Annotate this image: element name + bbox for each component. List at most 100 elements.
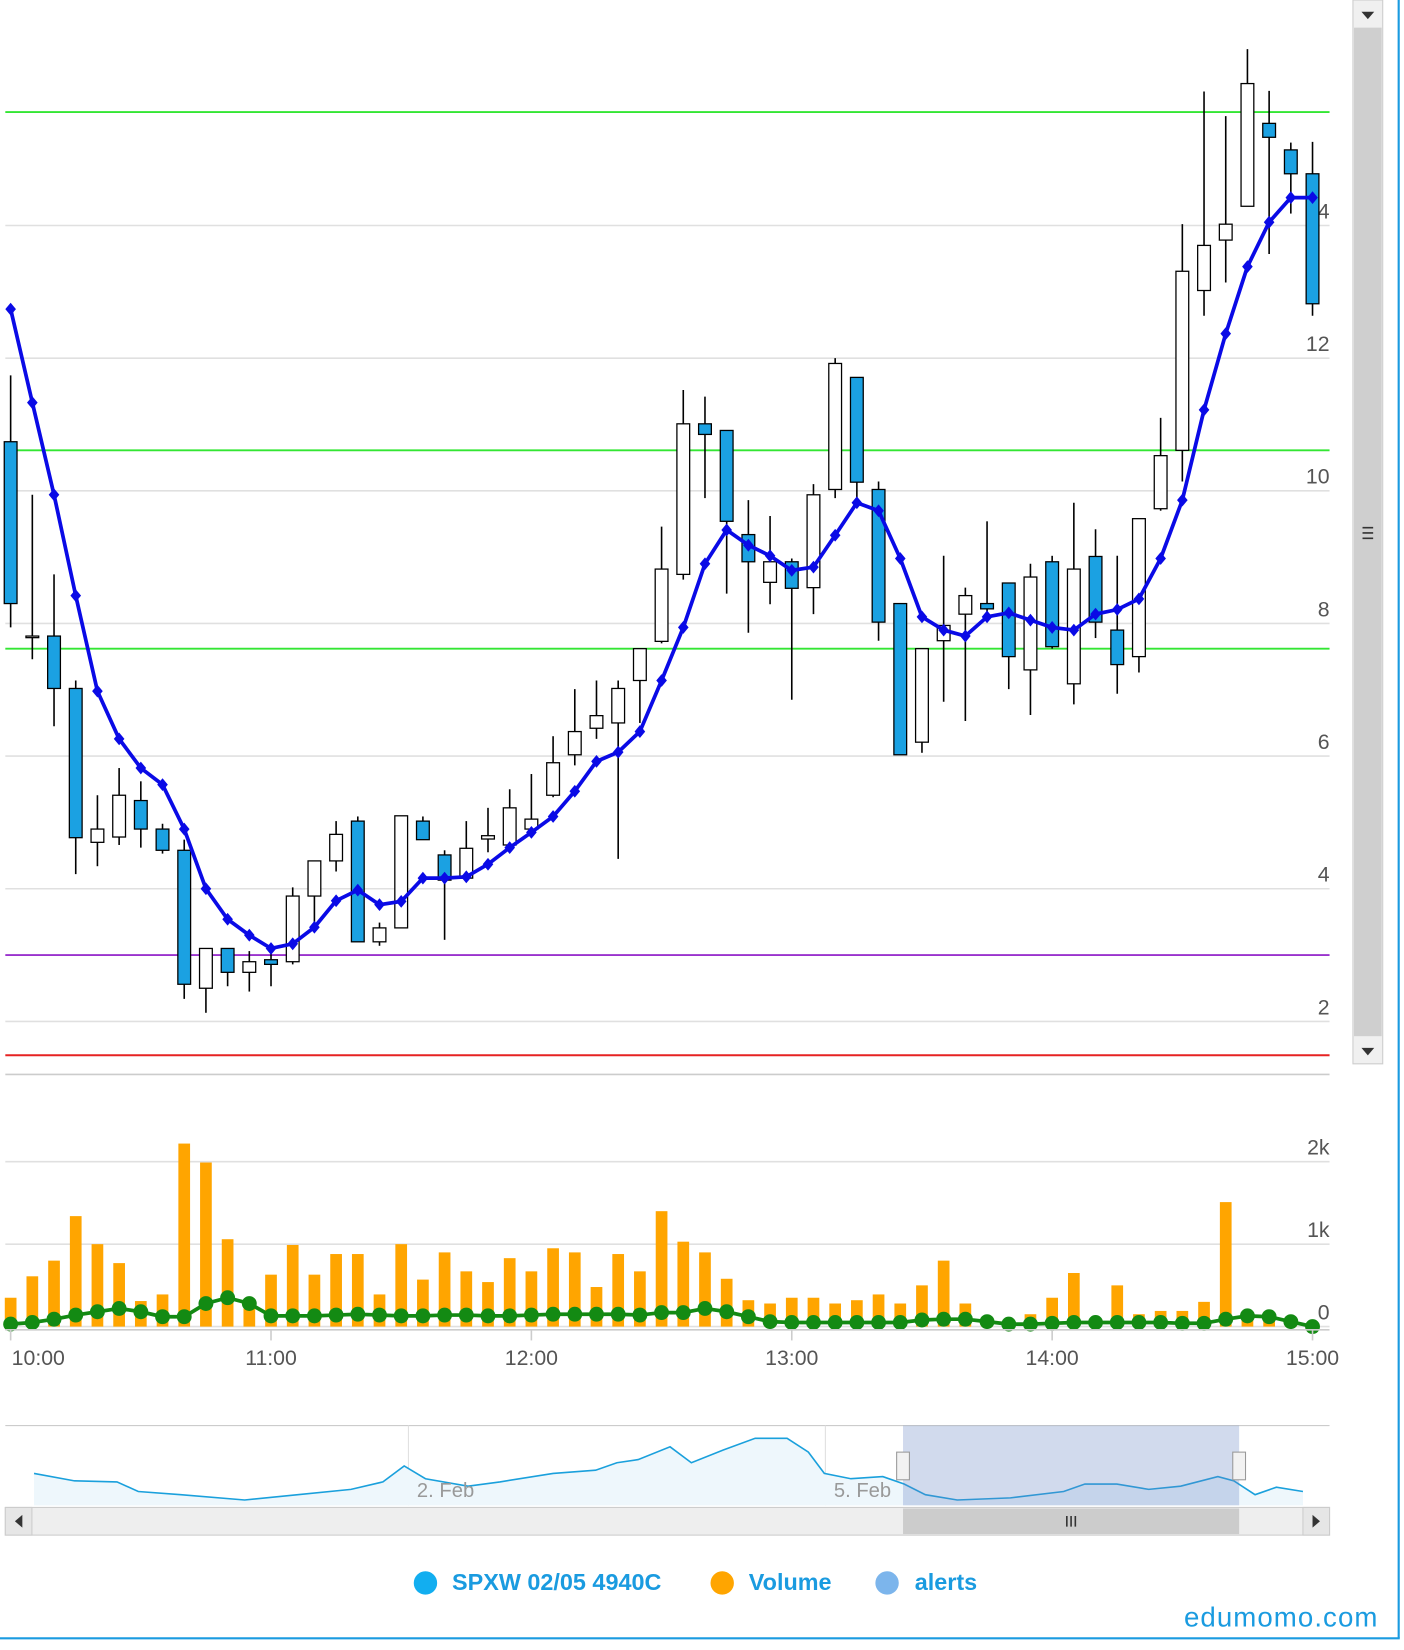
scroll-thumb[interactable]	[1354, 27, 1382, 1037]
volume-bar	[1219, 1202, 1232, 1327]
legend-symbol	[875, 1571, 899, 1595]
candle-body	[914, 648, 929, 743]
volume-marker	[415, 1308, 431, 1324]
volume-bar	[330, 1254, 342, 1327]
volume-bar	[568, 1252, 581, 1327]
volume-bar	[351, 1254, 364, 1327]
legend-item[interactable]: Volume	[710, 1569, 832, 1595]
scroll-down[interactable]	[1361, 1047, 1375, 1056]
volume-marker	[306, 1308, 322, 1324]
navigator-handle[interactable]	[896, 1451, 910, 1481]
candle-body	[849, 376, 864, 483]
volume-marker	[24, 1315, 40, 1330]
moving-average-marker	[938, 623, 949, 637]
legend-item[interactable]: SPXW 02/05 4940C	[413, 1569, 662, 1595]
volume-marker	[133, 1304, 149, 1320]
candle-body	[546, 762, 561, 796]
volume-bar	[26, 1276, 39, 1327]
y-tick-label: 2k	[1307, 1136, 1330, 1160]
moving-average-marker	[374, 898, 385, 912]
candle-body	[567, 730, 582, 756]
arrow-right	[1312, 1514, 1320, 1528]
volume-bar	[178, 1143, 191, 1327]
candle-body	[871, 488, 886, 623]
volume-marker	[1153, 1315, 1169, 1330]
volume-marker	[827, 1315, 843, 1330]
moving-average-marker	[764, 549, 776, 563]
y-scrollbar[interactable]	[1352, 0, 1384, 1065]
volume-marker	[589, 1306, 604, 1322]
candle-body	[47, 635, 62, 690]
volume-marker	[111, 1301, 127, 1316]
y-tick-label: 2	[1318, 995, 1330, 1019]
candle-body	[68, 687, 83, 839]
volume-marker	[1131, 1315, 1147, 1330]
candle-body	[1218, 223, 1233, 241]
moving-average-marker	[330, 894, 342, 908]
moving-average-marker	[460, 870, 472, 884]
legend-item[interactable]: alerts	[875, 1569, 977, 1595]
candle-body	[372, 927, 387, 943]
moving-average-marker	[113, 732, 125, 746]
candle-body	[589, 715, 604, 729]
candle-body	[415, 820, 430, 841]
volume-marker	[1109, 1315, 1125, 1330]
volume-marker	[936, 1311, 952, 1327]
candle-body	[198, 947, 213, 989]
arrow-left	[14, 1514, 23, 1528]
volume-marker	[892, 1315, 908, 1330]
volume-marker	[155, 1309, 170, 1325]
volume-marker	[1261, 1309, 1277, 1325]
candle-body	[1001, 582, 1016, 658]
navigator-selection[interactable]	[903, 1425, 1240, 1506]
candle-body	[632, 648, 647, 682]
navigator-handle[interactable]	[1232, 1451, 1247, 1481]
volume-marker	[437, 1307, 453, 1323]
candle-body	[1262, 122, 1277, 138]
candle-body	[697, 423, 712, 436]
volume-bar	[503, 1258, 516, 1327]
volume-marker	[654, 1305, 670, 1321]
volume-bar	[634, 1271, 646, 1327]
volume-marker	[914, 1312, 930, 1328]
moving-average-marker	[395, 894, 407, 908]
moving-average-marker	[526, 825, 537, 839]
moving-average-marker	[743, 538, 754, 552]
candle-body	[25, 635, 40, 639]
volume-marker	[198, 1296, 214, 1311]
y-tick-label: 8	[1318, 597, 1330, 621]
candle-body	[958, 594, 973, 615]
volume-marker	[285, 1308, 301, 1324]
candle-body	[1175, 270, 1190, 451]
legend-symbol	[710, 1571, 734, 1595]
x-tick-label: 15:00	[1286, 1346, 1339, 1370]
volume-marker	[46, 1311, 62, 1327]
scroll-up[interactable]	[1361, 11, 1375, 20]
volume-marker	[480, 1308, 496, 1324]
volume-bar	[113, 1263, 125, 1327]
volume-marker	[1174, 1315, 1190, 1331]
navigator[interactable]: 2. Feb 5. Feb	[4, 1425, 1331, 1536]
candle-body	[828, 362, 843, 491]
volume-marker	[762, 1314, 778, 1330]
moving-average-marker	[894, 552, 906, 565]
volume-bar	[785, 1297, 798, 1327]
candle-body	[90, 828, 105, 843]
candle-body	[307, 860, 322, 897]
x-tick-label: 14:00	[1026, 1346, 1079, 1370]
candle-body	[1197, 244, 1212, 292]
volume-marker	[220, 1290, 236, 1306]
moving-average-marker	[5, 302, 16, 316]
moving-average-marker	[504, 841, 516, 855]
volume-bar	[69, 1216, 82, 1327]
volume-bar	[720, 1278, 733, 1327]
moving-average-marker	[27, 396, 38, 409]
candle-body	[806, 494, 821, 589]
navigator-area	[34, 1438, 1303, 1506]
candle-body	[893, 602, 908, 756]
volume-marker	[1196, 1315, 1212, 1331]
candle-body	[1240, 82, 1255, 207]
volume-marker	[1088, 1315, 1103, 1330]
candle-body	[719, 429, 734, 522]
